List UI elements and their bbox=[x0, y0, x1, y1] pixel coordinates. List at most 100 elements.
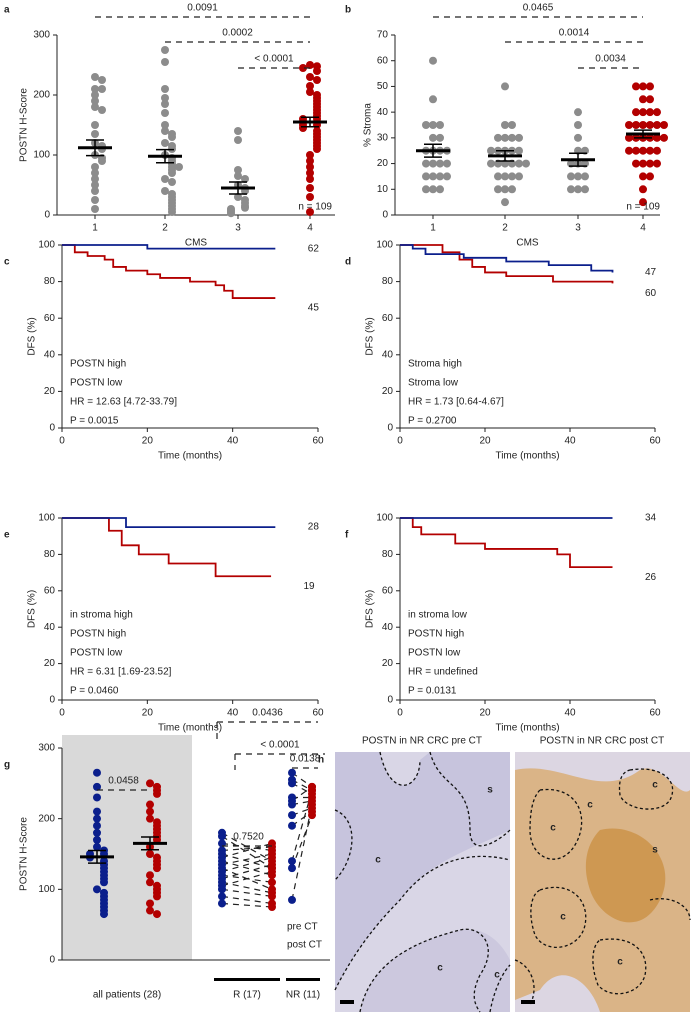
survival-curve bbox=[62, 517, 272, 578]
dot bbox=[161, 187, 169, 195]
dot bbox=[581, 172, 589, 181]
y-axis-label: POSTN H-Score bbox=[19, 88, 30, 162]
dot bbox=[313, 145, 321, 153]
y-tick-label: 300 bbox=[33, 30, 50, 41]
y-tick-label: 70 bbox=[377, 30, 389, 41]
statistic: P = 0.0460 bbox=[70, 686, 119, 697]
risk-count: 34 bbox=[645, 513, 657, 524]
region-label: c bbox=[437, 963, 443, 974]
y-axis-label: DFS (%) bbox=[365, 590, 376, 628]
y-tick-label: 80 bbox=[382, 276, 394, 287]
panel-letter: c bbox=[4, 257, 10, 268]
gland-outline bbox=[359, 928, 489, 1013]
dot bbox=[288, 800, 296, 809]
y-tick-label: 80 bbox=[44, 549, 56, 560]
dot bbox=[646, 121, 654, 129]
y-tick-label: 300 bbox=[38, 743, 55, 754]
dot bbox=[306, 208, 314, 216]
y-tick-label: 100 bbox=[33, 150, 50, 161]
y-tick-label: 0 bbox=[387, 423, 393, 434]
x-tick-label: 40 bbox=[564, 708, 576, 719]
legend-entry: POSTN high bbox=[408, 629, 464, 640]
pair-connector bbox=[221, 864, 273, 880]
x-tick-label: 40 bbox=[564, 436, 576, 447]
y-tick-label: 100 bbox=[38, 884, 55, 895]
pair-connector bbox=[291, 772, 313, 788]
risk-count: 47 bbox=[645, 267, 657, 278]
y-tick-label: 40 bbox=[44, 349, 56, 360]
p-value: 0.0458 bbox=[108, 776, 139, 787]
dot bbox=[91, 187, 99, 195]
dot bbox=[146, 871, 154, 880]
pair-connector bbox=[291, 811, 313, 827]
dot bbox=[646, 159, 654, 168]
dot bbox=[515, 159, 523, 168]
y-tick-label: 10 bbox=[377, 184, 389, 195]
dot bbox=[313, 67, 321, 75]
dot bbox=[98, 157, 106, 165]
dot bbox=[567, 185, 575, 194]
dot bbox=[234, 193, 242, 201]
x-axis-label: Time (months) bbox=[158, 451, 222, 462]
subtitle: in stroma low bbox=[408, 610, 468, 621]
dot bbox=[168, 178, 176, 186]
y-tick-label: 20 bbox=[382, 386, 394, 397]
pair-connector bbox=[221, 856, 273, 873]
pair-connector bbox=[221, 860, 273, 876]
risk-count: 26 bbox=[645, 572, 657, 583]
y-tick-label: 100 bbox=[38, 240, 55, 251]
dot bbox=[522, 159, 530, 168]
panel-letter: d bbox=[345, 257, 351, 268]
dot bbox=[268, 878, 276, 887]
pair-connector bbox=[221, 871, 273, 887]
dot bbox=[429, 185, 437, 194]
dot bbox=[153, 892, 161, 901]
gland-outline bbox=[334, 855, 511, 991]
region-label: s bbox=[487, 785, 493, 796]
dot bbox=[639, 185, 647, 194]
y-tick-label: 60 bbox=[382, 313, 394, 324]
x-tick-label: 4 bbox=[640, 223, 646, 234]
dot bbox=[218, 885, 226, 894]
y-tick-label: 0 bbox=[49, 695, 55, 706]
dot bbox=[574, 185, 582, 194]
pair-connector bbox=[291, 804, 313, 901]
dot bbox=[646, 95, 654, 104]
p-value: 0.0436 bbox=[252, 708, 283, 719]
dot bbox=[91, 97, 99, 105]
panel-letter: b bbox=[345, 5, 351, 16]
group-bar bbox=[214, 978, 280, 981]
dot bbox=[306, 184, 314, 192]
y-tick-label: 200 bbox=[33, 90, 50, 101]
p-value: 0.0034 bbox=[595, 54, 626, 65]
dot bbox=[306, 175, 314, 183]
y-tick-label: 100 bbox=[376, 240, 393, 251]
dot bbox=[429, 56, 437, 65]
y-tick-label: 40 bbox=[377, 107, 389, 118]
dot bbox=[161, 109, 169, 117]
dot bbox=[91, 121, 99, 129]
gland-outline bbox=[379, 751, 511, 847]
legend-entry: POSTN low bbox=[70, 378, 123, 389]
statistic: HR = undefined bbox=[408, 667, 478, 678]
dot bbox=[422, 185, 430, 194]
dot bbox=[93, 828, 101, 837]
panel-letter: h bbox=[318, 755, 324, 766]
p-value: < 0.0001 bbox=[260, 740, 300, 751]
y-tick-label: 100 bbox=[376, 513, 393, 524]
dot bbox=[429, 159, 437, 168]
x-axis-label: Time (months) bbox=[495, 451, 559, 462]
survival-curve bbox=[62, 244, 276, 299]
x-tick-label: 0 bbox=[397, 436, 403, 447]
y-tick-label: 50 bbox=[377, 81, 389, 92]
dot bbox=[288, 768, 296, 777]
dot bbox=[91, 91, 99, 99]
y-tick-label: 100 bbox=[38, 513, 55, 524]
x-tick-label: 1 bbox=[92, 223, 98, 234]
dot bbox=[93, 814, 101, 823]
dot bbox=[308, 786, 316, 795]
dot bbox=[313, 76, 321, 84]
x-tick-label: 60 bbox=[312, 708, 324, 719]
dot bbox=[436, 172, 444, 181]
